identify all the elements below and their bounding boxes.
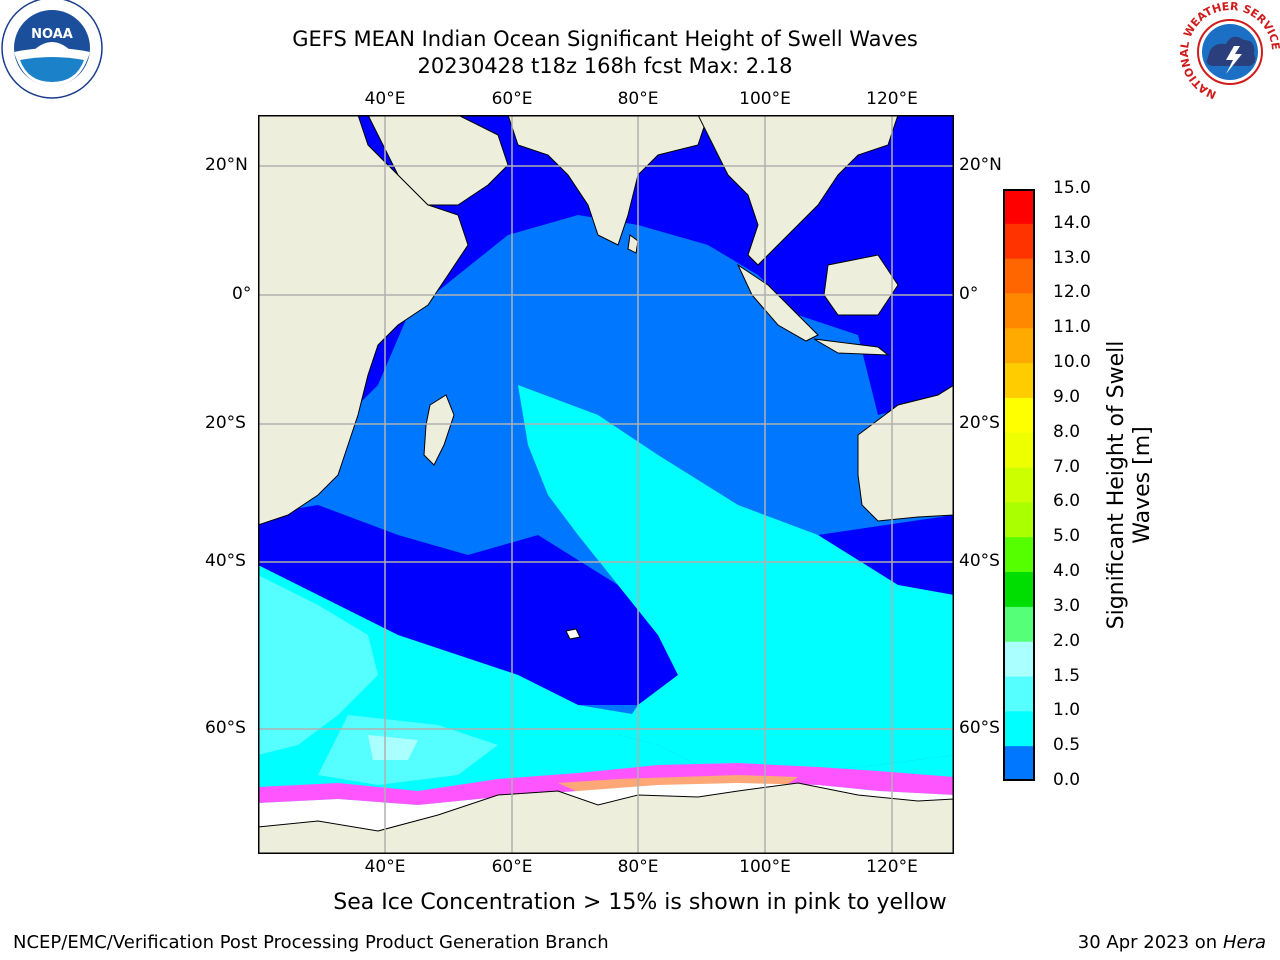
- lon-label-bottom-100e: 100°E: [739, 857, 791, 877]
- lat-label-right-20n: 20°N: [959, 155, 1002, 175]
- graticule: [258, 115, 954, 854]
- kerguelen-island: [565, 628, 581, 640]
- colorbar-tick-label: 1.0: [1053, 700, 1081, 721]
- map-panel: [258, 115, 954, 854]
- colorbar-segment: [1003, 502, 1035, 538]
- footer-date-text: 30 Apr 2023 on: [1077, 932, 1223, 953]
- lat-label-left-20s: 20°S: [205, 413, 246, 433]
- lat-label-right-20s: 20°S: [959, 413, 1000, 433]
- colorbar-segment: [1003, 293, 1035, 329]
- colorbar-tick-label: 15.0: [1053, 178, 1091, 198]
- colorbar-tick-label: 0.5: [1053, 735, 1081, 756]
- swell-band-high-west: [258, 575, 378, 755]
- lon-label-bottom-120e: 120°E: [866, 857, 918, 877]
- colorbar-segment: [1003, 363, 1035, 399]
- colorbar-tick-label: 14.0: [1053, 212, 1091, 233]
- lon-label-top-100e: 100°E: [739, 89, 791, 109]
- noaa-logo: NOAA: [1, 0, 103, 99]
- swell-band-low-south: [258, 505, 678, 705]
- colorbar-label-line1: Significant Height of Swell: [1104, 340, 1129, 630]
- india-land: [507, 115, 709, 246]
- colorbar-segment: [1003, 258, 1035, 294]
- sri-lanka-land: [627, 234, 639, 254]
- antarctica-land: [258, 782, 954, 854]
- colorbar-segment: [1003, 537, 1035, 573]
- colorbar-label-line2: Waves [m]: [1130, 426, 1155, 544]
- colorbar-segment: [1003, 397, 1035, 434]
- footer-date: 30 Apr 2023 on Hera: [1078, 932, 1266, 953]
- lon-label-top-40e: 40°E: [364, 89, 406, 109]
- lon-label-bottom-60e: 60°E: [491, 857, 533, 877]
- colorbar-tick-label: 12.0: [1053, 282, 1091, 303]
- colorbar-tick-label: 4.0: [1053, 561, 1081, 582]
- lat-label-right-60s: 60°S: [959, 718, 1000, 738]
- arabia-land: [367, 115, 509, 206]
- lon-label-top-60e: 60°E: [491, 89, 533, 109]
- swell-band-low-east: [818, 515, 954, 595]
- sumatra-land: [736, 263, 819, 342]
- lon-label-top-120e: 120°E: [866, 89, 918, 109]
- colorbar-segment: [1003, 189, 1035, 225]
- colorbar-tick-label: 6.0: [1053, 491, 1081, 512]
- lat-label-left-60s: 60°S: [205, 718, 246, 738]
- colorbar-segment: [1003, 432, 1035, 469]
- colorbar-segment: [1003, 572, 1035, 608]
- colorbar-tick-label: 10.0: [1053, 352, 1091, 373]
- colorbar-segment: [1003, 711, 1035, 747]
- colorbar-segment: [1003, 676, 1035, 712]
- swell-band-peak: [368, 735, 418, 760]
- lat-label-right-40s: 40°S: [959, 551, 1000, 571]
- colorbar-tick-label: 1.5: [1053, 665, 1081, 686]
- nws-logo: NATIONAL WEATHER SERVICE: [1180, 2, 1280, 101]
- colorbar: [1003, 189, 1035, 781]
- colorbar-frame: [1003, 189, 1035, 781]
- colorbar-tick-label: 9.0: [1053, 386, 1081, 407]
- lon-label-top-80e: 80°E: [617, 89, 659, 109]
- java-land: [813, 338, 890, 356]
- colorbar-tick-label: 3.0: [1053, 595, 1081, 616]
- southeast-asia-land: [697, 115, 899, 266]
- colorbar-segment: [1003, 641, 1035, 678]
- footer-credit: NCEP/EMC/Verification Post Processing Pr…: [13, 932, 609, 953]
- colorbar-tick-label: 7.0: [1053, 456, 1081, 477]
- colorbar-tick-label: 5.0: [1053, 526, 1081, 547]
- lon-label-bottom-80e: 80°E: [617, 857, 659, 877]
- swell-band-mid-plume: [518, 385, 954, 775]
- colorbar-segment: [1003, 328, 1035, 364]
- map-frame: [258, 115, 954, 854]
- colorbar-segment: [1003, 606, 1035, 643]
- footer-host: Hera: [1222, 932, 1266, 953]
- lat-label-left-0: 0°: [232, 284, 252, 304]
- lat-label-right-0: 0°: [959, 284, 979, 304]
- lon-label-bottom-40e: 40°E: [364, 857, 406, 877]
- australia-land: [857, 384, 954, 522]
- colorbar-tick-label: 8.0: [1053, 421, 1081, 442]
- colorbar-label: Significant Height of Swell Waves [m]: [1104, 341, 1156, 630]
- sea-ice-footnote: Sea Ice Concentration > 15% is shown in …: [333, 890, 947, 915]
- madagascar-land: [423, 394, 455, 466]
- colorbar-tick-label: 0.0: [1053, 770, 1081, 790]
- noaa-logo-text: NOAA: [31, 27, 73, 42]
- lat-label-left-40s: 40°S: [205, 551, 246, 571]
- colorbar-segment: [1003, 467, 1035, 503]
- colorbar-segment: [1003, 746, 1035, 781]
- map-subtitle: 20230428 t18z 168h fcst Max: 2.18: [417, 54, 793, 78]
- colorbar-tick-label: 13.0: [1053, 247, 1091, 268]
- lat-label-left-20n: 20°N: [205, 155, 248, 175]
- colorbar-tick-label: 2.0: [1053, 630, 1081, 651]
- colorbar-segment: [1003, 223, 1035, 260]
- map-title: GEFS MEAN Indian Ocean Significant Heigh…: [292, 27, 918, 51]
- colorbar-tick-label: 11.0: [1053, 317, 1091, 338]
